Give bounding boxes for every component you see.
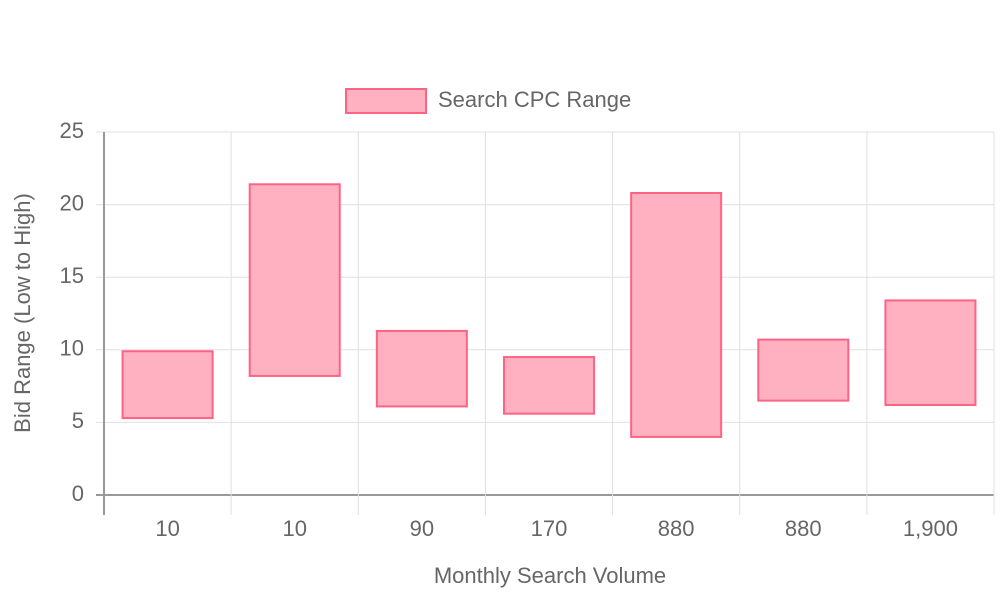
x-tick-label: 10 [155, 516, 179, 541]
legend-swatch [345, 88, 427, 114]
y-tick-label: 0 [72, 481, 84, 506]
y-tick-label: 25 [60, 118, 84, 143]
x-tick-label: 90 [410, 516, 434, 541]
y-axis-title: Bid Range (Low to High) [10, 193, 35, 433]
y-tick-label: 10 [60, 336, 84, 361]
x-tick-label: 1,900 [903, 516, 958, 541]
y-tick-label: 5 [72, 408, 84, 433]
x-tick-label: 880 [658, 516, 695, 541]
y-tick-label: 20 [60, 190, 84, 215]
x-tick-label: 880 [785, 516, 822, 541]
x-tick-label: 10 [282, 516, 306, 541]
bar [502, 356, 596, 415]
bar [248, 183, 341, 377]
bar [121, 350, 214, 420]
bar [375, 329, 468, 408]
x-tick-label: 170 [531, 516, 568, 541]
bar [757, 338, 850, 402]
x-axis-title: Monthly Search Volume [434, 563, 666, 588]
bar [884, 299, 977, 406]
legend-label: Search CPC Range [438, 87, 631, 112]
bar [630, 191, 723, 438]
y-tick-label: 15 [60, 263, 84, 288]
